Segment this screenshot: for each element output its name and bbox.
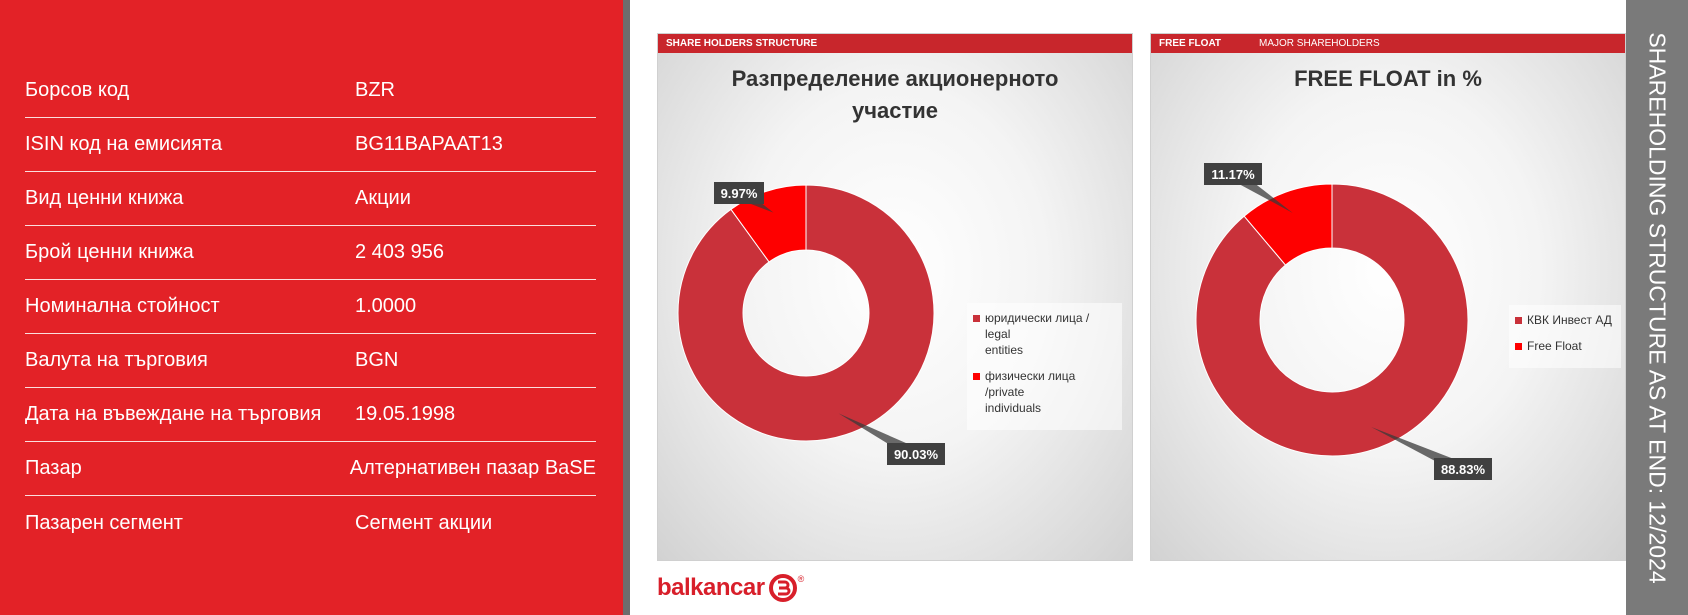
data-label-box: [714, 182, 764, 204]
data-label: 90.03%: [894, 447, 939, 462]
info-value: Алтернативен пазар BaSE: [349, 457, 596, 479]
info-row-currency: Валута на търговия BGN: [25, 334, 596, 388]
info-value: 19.05.1998: [355, 403, 456, 425]
legend-label: юридически лица / legal entities: [985, 311, 1090, 357]
legend-swatch: [1515, 317, 1522, 324]
info-label: Номинална стойност: [25, 295, 220, 317]
info-row-trading-date: Дата на въвеждане на търговия 19.05.1998: [25, 388, 596, 442]
data-label: 11.17%: [1211, 167, 1255, 182]
info-label: Пазарен сегмент: [25, 511, 183, 534]
chart-title: Разпределение акционерното участие: [658, 63, 1132, 127]
legend-item: юридически лица / legal entities: [973, 310, 1116, 358]
legend-label: физически лица /private individuals: [985, 369, 1076, 415]
info-value: BZR: [355, 79, 395, 101]
logo-wordmark: balkancar: [657, 574, 765, 601]
issue-info-table: Борсов код BZR ISIN код на емисията BG11…: [25, 64, 596, 550]
donut-slice: [1243, 183, 1333, 266]
info-value: 2 403 956: [355, 241, 444, 263]
info-value: BG11BAPAAT13: [355, 133, 503, 155]
free-float-panel: FREE FLOAT MAJOR SHAREHOLDERS FREE FLOAT…: [1150, 33, 1626, 561]
legend-swatch: [1515, 343, 1522, 350]
donut-slice: [677, 184, 935, 442]
info-value: Акции: [355, 187, 411, 209]
shareholders-donut-chart: 90.03% 9.97%: [677, 182, 945, 465]
info-label: Дата на въвеждане на търговия: [25, 403, 322, 425]
chart-title: FREE FLOAT in %: [1294, 66, 1482, 91]
info-row-isin: ISIN код на емисията BG11BAPAAT13: [25, 118, 596, 172]
legend-item: КВК Инвест АД: [1515, 312, 1615, 328]
info-value: BGN: [355, 349, 399, 371]
legend-label: КВК Инвест АД: [1527, 313, 1612, 327]
chart-legend: юридически лица / legal entities физичес…: [967, 303, 1122, 430]
side-title: SHAREHOLDING STRUCTURE AS AT END: 12/202…: [1644, 31, 1671, 584]
info-label: Пазар: [25, 457, 82, 479]
panel-header-title: SHARE HOLDERS STRUCTURE: [666, 38, 818, 49]
side-title-band: SHAREHOLDING STRUCTURE AS AT END: 12/202…: [1626, 0, 1688, 615]
legend-swatch: [973, 373, 980, 380]
panel-divider: [623, 0, 630, 615]
info-row-security-type: Вид ценни книжа Акции: [25, 172, 596, 226]
free-float-donut-chart: 88.83% 11.17%: [1195, 163, 1492, 480]
panel-header: SHARE HOLDERS STRUCTURE: [658, 34, 1132, 53]
chart-title-line-1: Разпределение акционерното: [731, 66, 1059, 91]
data-label: 9.97%: [721, 186, 758, 201]
info-label: Борсов код: [25, 79, 130, 101]
info-label: Валута на търговия: [25, 349, 208, 371]
info-row-stock-code: Борсов код BZR: [25, 64, 596, 118]
logo-registered-mark: ®: [797, 574, 805, 584]
panel-header-subtitle: MAJOR SHAREHOLDERS: [1259, 38, 1380, 49]
info-row-market: Пазар Алтернативен пазар BaSE: [25, 442, 596, 496]
info-label: Вид ценни книжа: [25, 187, 184, 209]
info-row-nominal-value: Номинална стойност 1.0000: [25, 280, 596, 334]
donut-slice: [1195, 183, 1469, 457]
info-label: ISIN код на емисията: [25, 133, 223, 155]
data-label-box: [887, 443, 945, 465]
panel-header-title: FREE FLOAT: [1159, 38, 1222, 49]
info-row-security-count: Брой ценни книжа 2 403 956: [25, 226, 596, 280]
legend-swatch: [973, 315, 980, 322]
info-label: Брой ценни книжа: [25, 241, 194, 263]
data-label: 88.83%: [1441, 462, 1486, 477]
chart-legend: КВК Инвест АД Free Float: [1509, 305, 1621, 368]
legend-item: Free Float: [1515, 338, 1615, 354]
data-label-box: [1204, 163, 1262, 185]
logo-mark-icon: [768, 574, 797, 602]
balkancar-logo: balkancar ®: [657, 570, 804, 606]
issue-info-panel: Борсов код BZR ISIN код на емисията BG11…: [0, 0, 623, 615]
shareholders-structure-panel: SHARE HOLDERS STRUCTURE Разпределение ак…: [657, 33, 1133, 561]
data-label-box: [1434, 458, 1492, 480]
info-value: Сегмент акции: [355, 511, 493, 534]
info-value: 1.0000: [355, 295, 417, 317]
info-row-market-segment: Пазарен сегмент Сегмент акции: [25, 496, 596, 550]
legend-label: Free Float: [1527, 339, 1582, 353]
chart-title-line-2: участие: [851, 98, 938, 123]
legend-item: физически лица /private individuals: [973, 368, 1116, 416]
panel-header: FREE FLOAT MAJOR SHAREHOLDERS: [1151, 34, 1625, 53]
